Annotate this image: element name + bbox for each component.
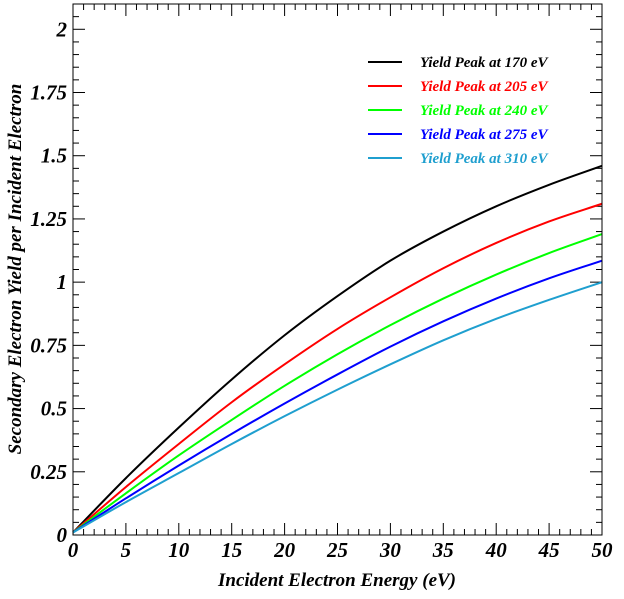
series-line-2 (72, 202, 603, 534)
legend: Yield Peak at 170 eV Yield Peak at 205 eV… (368, 55, 549, 167)
legend-label-1: Yield Peak at 170 eV (420, 55, 549, 71)
minor-ticks (73, 4, 602, 535)
series-line-1 (72, 164, 603, 534)
x-tick-label: 40 (485, 538, 508, 562)
x-tick-label: 35 (432, 538, 454, 562)
y-tick-label: 1.5 (41, 144, 67, 168)
legend-label-2: Yield Peak at 205 eV (420, 79, 549, 95)
y-tick-label: 2 (56, 17, 68, 41)
y-tick-label: 0 (57, 523, 68, 547)
series-lines (72, 164, 603, 534)
y-tick-label: 1.75 (30, 81, 67, 105)
x-tick-label: 30 (379, 538, 402, 562)
x-tick-label: 45 (538, 538, 560, 562)
x-tick-label: 50 (592, 538, 614, 562)
series-line-5 (72, 281, 603, 534)
y-tick-label: 1.25 (30, 207, 67, 231)
legend-label-5: Yield Peak at 310 eV (420, 151, 549, 167)
legend-label-3: Yield Peak at 240 eV (420, 103, 549, 119)
series-line-3 (72, 233, 603, 534)
x-tick-labels: 0 5 10 15 20 25 30 35 40 45 50 (68, 538, 613, 562)
plot-frame (72, 3, 603, 536)
y-tick-label: 1 (57, 270, 68, 294)
x-tick-label: 0 (68, 538, 79, 562)
x-tick-label: 15 (221, 538, 242, 562)
y-tick-label: 0.75 (30, 333, 67, 357)
x-tick-label: 5 (121, 538, 132, 562)
x-axis-label: Incident Electron Energy (eV) (217, 570, 456, 591)
legend-label-4: Yield Peak at 275 eV (420, 127, 549, 143)
y-tick-label: 0.5 (41, 397, 67, 421)
y-tick-labels: 0 0.25 0.5 0.75 1 1.25 1.5 1.75 2 (30, 17, 67, 547)
y-axis-label: Secondary Electron Yield per Incident El… (5, 84, 26, 455)
x-tick-label: 10 (168, 538, 190, 562)
series-line-4 (72, 259, 603, 534)
y-tick-label: 0.25 (30, 460, 67, 484)
x-tick-label: 20 (273, 538, 296, 562)
x-tick-label: 25 (326, 538, 348, 562)
